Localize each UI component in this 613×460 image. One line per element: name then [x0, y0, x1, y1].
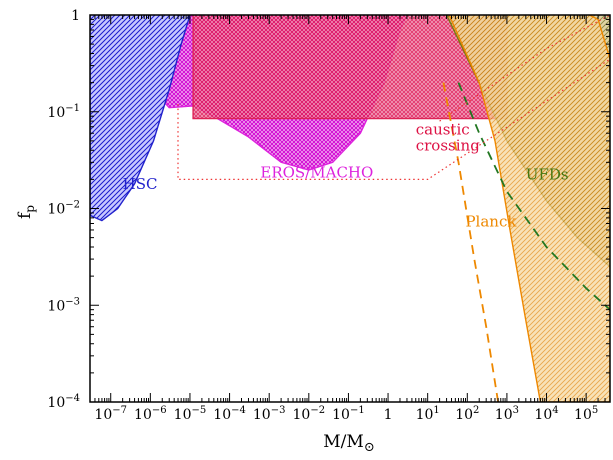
x-tick-label: 102: [455, 405, 479, 423]
planck-boundary: [448, 15, 610, 402]
planck-dashed-line: [442, 82, 499, 402]
hsc-boundary: [90, 15, 191, 222]
x-tick-label: 1: [384, 407, 393, 423]
x-tick-label: 105: [574, 405, 598, 423]
x-tick-label: 101: [416, 405, 440, 423]
x-tick-exp: −1: [350, 405, 365, 416]
y-tick-label: 1: [71, 8, 80, 24]
x-tick-exp: 1: [433, 405, 439, 416]
y-axis-title: fp: [15, 205, 37, 219]
y-tick-labels: 10−410−310−210−11: [47, 8, 80, 411]
x-tick-label: 10−4: [213, 405, 246, 423]
x-tick-base: 10: [574, 407, 592, 423]
x-tick-base: 10: [174, 407, 192, 423]
x-axis-title-sub: ⊙: [364, 440, 375, 455]
x-tick-base: 10: [213, 407, 231, 423]
x-tick-exp: −6: [152, 405, 167, 416]
y-axis-title-main: f: [15, 211, 35, 219]
y-tick-label: 10−3: [47, 296, 80, 314]
eros-macho-label: EROS/MACHO: [260, 163, 373, 181]
x-tick-base: 10: [94, 407, 112, 423]
y-tick-label: 10−4: [47, 393, 80, 411]
x-tick-exp: 3: [513, 405, 519, 416]
y-tick-base: 1: [71, 8, 80, 24]
x-axis-title-main: M/M: [323, 432, 364, 452]
y-tick-exp: −1: [65, 103, 80, 114]
x-tick-label: 10−5: [174, 405, 207, 423]
constraint-lines: [177, 15, 610, 402]
x-tick-label: 10−1: [332, 405, 365, 423]
x-tick-base: 10: [293, 407, 311, 423]
y-tick-base: 10: [47, 202, 65, 218]
planck-label: Planck: [465, 213, 517, 231]
x-tick-base: 10: [534, 407, 552, 423]
y-axis-title-sub: p: [23, 205, 37, 213]
y-tick-label: 10−1: [47, 103, 80, 121]
ufds-label: UFDs: [526, 165, 569, 183]
x-tick-base: 10: [134, 407, 152, 423]
y-tick-exp: −2: [65, 200, 80, 211]
y-tick-base: 10: [47, 105, 65, 121]
y-tick-exp: −4: [65, 393, 80, 404]
y-tick-base: 10: [47, 298, 65, 314]
x-tick-base: 10: [495, 407, 513, 423]
exclusion-regions: [90, 15, 610, 402]
hsc-region: [90, 15, 190, 221]
ufds-dashed-line: [457, 82, 610, 311]
x-tick-base: 10: [332, 407, 350, 423]
x-tick-label: 10−6: [134, 405, 167, 423]
x-tick-base: 10: [455, 407, 473, 423]
caustic-crossing-label: caustic: [416, 121, 470, 139]
hsc-label: HSC: [123, 175, 158, 193]
x-tick-exp: −2: [310, 405, 325, 416]
planck-region: [449, 15, 610, 402]
x-tick-exp: −3: [271, 405, 286, 416]
caustic-crossing-region: [193, 15, 507, 119]
x-tick-label: 104: [534, 405, 558, 423]
x-tick-exp: −7: [112, 405, 127, 416]
y-tick-exp: −3: [65, 296, 80, 307]
x-axis-title: M/M⊙: [323, 432, 374, 455]
x-tick-exp: 4: [552, 405, 558, 416]
x-tick-exp: −5: [191, 405, 206, 416]
y-tick-label: 10−2: [47, 200, 80, 218]
x-tick-label: 103: [495, 405, 519, 423]
caustic-crossing-label: crossing: [416, 137, 480, 155]
x-tick-exp: −4: [231, 405, 246, 416]
x-tick-base: 10: [416, 407, 434, 423]
x-tick-exp: 2: [473, 405, 479, 416]
x-tick-base: 1: [384, 407, 393, 423]
axis-ticks: [89, 14, 611, 403]
x-tick-exp: 5: [592, 405, 598, 416]
x-tick-label: 10−3: [253, 405, 286, 423]
x-tick-labels: 10−7 10−6 10−5 10−4 10−3 10−2 10−1 1 101 102 103 10…: [94, 405, 598, 423]
x-tick-base: 10: [253, 407, 271, 423]
y-tick-base: 10: [47, 395, 65, 411]
x-tick-label: 10−7: [94, 405, 127, 423]
x-tick-label: 10−2: [293, 405, 326, 423]
